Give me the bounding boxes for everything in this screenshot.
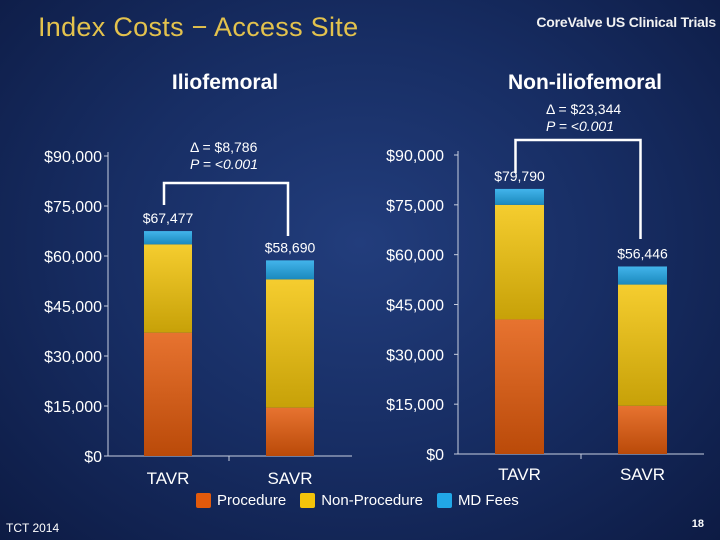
y-tick-label-iliofemoral: $60,000 [44,249,102,266]
legend-label-non-procedure: Non-Procedure [321,492,423,509]
bar-segment-iliofemoral-tavr-procedure [144,332,192,456]
y-tick-label-iliofemoral: $0 [84,449,102,466]
legend-swatch-md-fees [436,493,452,508]
total-label-iliofemoral-tavr: $67,477 [143,210,194,226]
y-tick-label-non-iliofemoral: $60,000 [386,248,444,265]
legend-item-md-fees: MD Fees [436,492,519,509]
legend-swatch-non-procedure [300,493,316,508]
page-number: 18 [691,518,704,530]
x-tick-label-iliofemoral-tavr: TAVR [147,469,190,488]
y-tick-label-non-iliofemoral: $90,000 [386,148,444,165]
bar-segment-iliofemoral-savr-md-fees [266,260,314,280]
bar-segment-non-iliofemoral-savr-procedure [618,405,667,454]
bar-segment-iliofemoral-savr-non-procedure [266,279,314,408]
bar-segment-non-iliofemoral-tavr-non-procedure [495,204,544,320]
total-label-non-iliofemoral-savr: $56,446 [617,245,668,261]
annotation-delta-iliofemoral: Δ = $8,786 [190,139,258,155]
y-tick-label-non-iliofemoral: $30,000 [386,347,444,364]
total-label-non-iliofemoral-tavr: $79,790 [494,168,545,184]
y-tick-label-iliofemoral: $45,000 [44,299,102,316]
y-tick-label-iliofemoral: $15,000 [44,399,102,416]
significance-bracket-iliofemoral [162,181,290,236]
total-label-iliofemoral-savr: $58,690 [265,239,316,255]
legend-item-non-procedure: Non-Procedure [300,492,423,509]
chart-title-iliofemoral: Iliofemoral [171,71,279,94]
bar-segment-non-iliofemoral-savr-non-procedure [618,284,667,406]
conference-footer: TCT 2014 [6,521,60,535]
bar-segment-non-iliofemoral-tavr-procedure [495,319,544,454]
x-tick-label-non-iliofemoral-tavr: TAVR [498,465,541,484]
y-tick-label-iliofemoral: $90,000 [44,149,102,166]
annotation-p-value-non-iliofemoral: P = <0.001 [546,118,614,134]
brand-logo-text: CoreValve US Clinical Trials [536,14,716,30]
bar-segment-iliofemoral-tavr-non-procedure [144,244,192,333]
legend-swatch-procedure [196,493,211,508]
bar-segment-iliofemoral-savr-procedure [266,407,314,456]
y-tick-label-non-iliofemoral: $0 [426,447,444,464]
annotation-delta-non-iliofemoral: Δ = $23,344 [546,101,621,117]
slide-title: Index Costs − Access Site [38,12,359,42]
bar-segment-iliofemoral-tavr-md-fees [144,231,192,245]
x-tick-label-iliofemoral-savr: SAVR [267,469,312,488]
annotation-p-value-iliofemoral: P = <0.001 [190,156,258,172]
x-tick-label-non-iliofemoral-savr: SAVR [620,465,665,484]
legend-label-procedure: Procedure [217,492,287,509]
y-tick-label-non-iliofemoral: $75,000 [386,198,444,215]
y-tick-label-non-iliofemoral: $45,000 [386,298,444,315]
y-tick-label-iliofemoral: $75,000 [44,199,102,216]
legend: Procedure Non-Procedure MD Fees [196,492,519,509]
significance-bracket-non-iliofemoral [514,138,642,239]
chart-title-non-iliofemoral: Non-iliofemoral [507,71,662,94]
bar-segment-non-iliofemoral-savr-md-fees [618,266,667,285]
legend-label-md-fees: MD Fees [457,492,519,509]
legend-item-procedure: Procedure [196,492,286,509]
bar-segment-non-iliofemoral-tavr-md-fees [495,188,544,205]
y-tick-label-non-iliofemoral: $15,000 [386,397,444,414]
y-tick-label-iliofemoral: $30,000 [44,349,102,366]
